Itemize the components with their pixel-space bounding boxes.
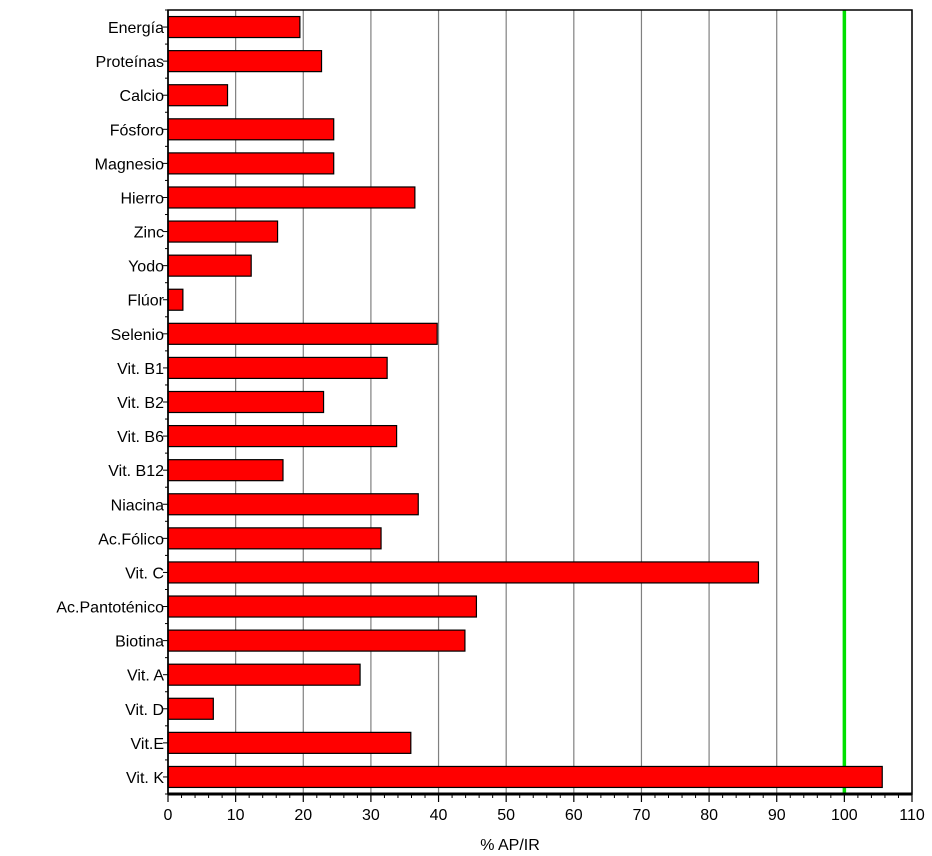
x-tick-label: 30 xyxy=(362,807,380,824)
category-label: Energía xyxy=(108,20,164,37)
category-label: Yodo xyxy=(128,259,164,276)
category-labels: Energía Proteínas Calcio Fósforo Magnesio Hie… xyxy=(56,20,164,787)
category-label: Niacina xyxy=(111,497,164,514)
x-tick-label: 70 xyxy=(633,807,651,824)
category-label: Ac.Fólico xyxy=(98,531,164,548)
bar xyxy=(167,459,284,482)
y-ticks xyxy=(163,9,168,795)
category-label: Magnesio xyxy=(95,156,164,173)
category-label: Vit. B2 xyxy=(117,395,164,412)
category-label: Vit. C xyxy=(125,565,164,582)
bar xyxy=(167,697,214,720)
category-label: Vit. D xyxy=(125,702,164,719)
category-label: Vit. B12 xyxy=(108,463,164,480)
x-tick-label: 50 xyxy=(497,807,515,824)
bars xyxy=(167,15,883,789)
x-tick-label: 100 xyxy=(831,807,858,824)
bar xyxy=(167,15,301,39)
x-tick-label: 20 xyxy=(294,807,312,824)
category-label: Selenio xyxy=(111,327,164,344)
category-label: Zinc xyxy=(134,225,164,242)
bar xyxy=(167,50,323,73)
x-tick-label: 0 xyxy=(164,807,173,824)
category-label: Vit. B6 xyxy=(117,429,164,446)
category-label: Vit. K xyxy=(126,770,164,787)
category-label: Biotina xyxy=(115,634,164,651)
x-tick-label: 40 xyxy=(430,807,448,824)
bar xyxy=(167,765,883,789)
x-ticks xyxy=(167,794,913,802)
bar xyxy=(167,220,279,243)
bar xyxy=(167,663,361,686)
x-tick-label: 60 xyxy=(565,807,583,824)
x-tick-label: 110 xyxy=(899,807,925,824)
bar xyxy=(167,629,466,652)
bar xyxy=(167,561,760,584)
bar xyxy=(167,322,438,345)
bar xyxy=(167,731,412,754)
x-tick-label: 90 xyxy=(768,807,786,824)
category-label: Proteínas xyxy=(96,54,164,71)
x-tick-label: 10 xyxy=(227,807,245,824)
bar xyxy=(167,595,478,618)
category-label: Fósforo xyxy=(110,122,164,139)
x-axis-title: % AP/IR xyxy=(480,837,540,854)
category-label: Flúor xyxy=(128,293,165,310)
category-label: Calcio xyxy=(120,88,165,105)
category-label: Vit.E xyxy=(131,736,165,753)
bar xyxy=(167,152,335,175)
bar xyxy=(167,84,229,107)
x-tick-labels: 0 10 20 30 40 50 60 70 80 90 100 110 xyxy=(164,807,925,824)
bar xyxy=(167,288,184,311)
category-label: Vit. B1 xyxy=(117,361,164,378)
category-label: Ac.Pantoténico xyxy=(56,600,164,617)
bar xyxy=(167,118,335,141)
category-label: Vit. A xyxy=(127,668,164,685)
bar xyxy=(167,527,382,550)
bar xyxy=(167,493,419,516)
bar xyxy=(167,390,325,414)
category-label: Hierro xyxy=(120,190,164,207)
bar xyxy=(167,186,416,209)
bar xyxy=(167,254,252,277)
x-tick-label: 80 xyxy=(700,807,718,824)
bar xyxy=(167,356,388,380)
bar xyxy=(167,424,398,448)
